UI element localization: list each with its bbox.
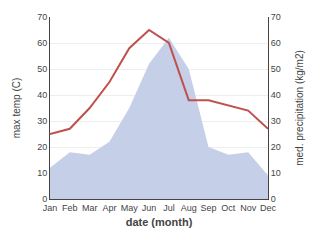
svg-text:60: 60 [271, 38, 281, 48]
svg-text:70: 70 [37, 12, 47, 22]
svg-text:20: 20 [271, 142, 281, 152]
svg-text:30: 30 [271, 116, 281, 126]
svg-text:70: 70 [271, 12, 281, 22]
svg-text:Sep: Sep [201, 203, 217, 213]
svg-text:0: 0 [271, 194, 276, 204]
svg-text:20: 20 [37, 142, 47, 152]
svg-text:10: 10 [271, 168, 281, 178]
svg-text:Dec: Dec [260, 203, 277, 213]
svg-text:date (month): date (month) [126, 216, 193, 228]
svg-text:Apr: Apr [102, 203, 116, 213]
svg-text:60: 60 [37, 38, 47, 48]
svg-text:Feb: Feb [62, 203, 78, 213]
svg-text:40: 40 [271, 90, 281, 100]
svg-text:Jun: Jun [142, 203, 157, 213]
svg-text:Oct: Oct [221, 203, 236, 213]
svg-text:Jan: Jan [43, 203, 58, 213]
svg-text:Nov: Nov [240, 203, 257, 213]
svg-text:50: 50 [37, 64, 47, 74]
svg-text:med. precipitation (kg/m2): med. precipitation (kg/m2) [294, 50, 305, 166]
svg-text:Jul: Jul [163, 203, 175, 213]
svg-text:30: 30 [37, 116, 47, 126]
svg-text:Mar: Mar [82, 203, 98, 213]
svg-text:May: May [121, 203, 139, 213]
svg-text:10: 10 [37, 168, 47, 178]
svg-text:40: 40 [37, 90, 47, 100]
svg-text:50: 50 [271, 64, 281, 74]
svg-text:Aug: Aug [181, 203, 197, 213]
svg-text:0: 0 [42, 194, 47, 204]
svg-text:max temp (C): max temp (C) [11, 78, 22, 139]
